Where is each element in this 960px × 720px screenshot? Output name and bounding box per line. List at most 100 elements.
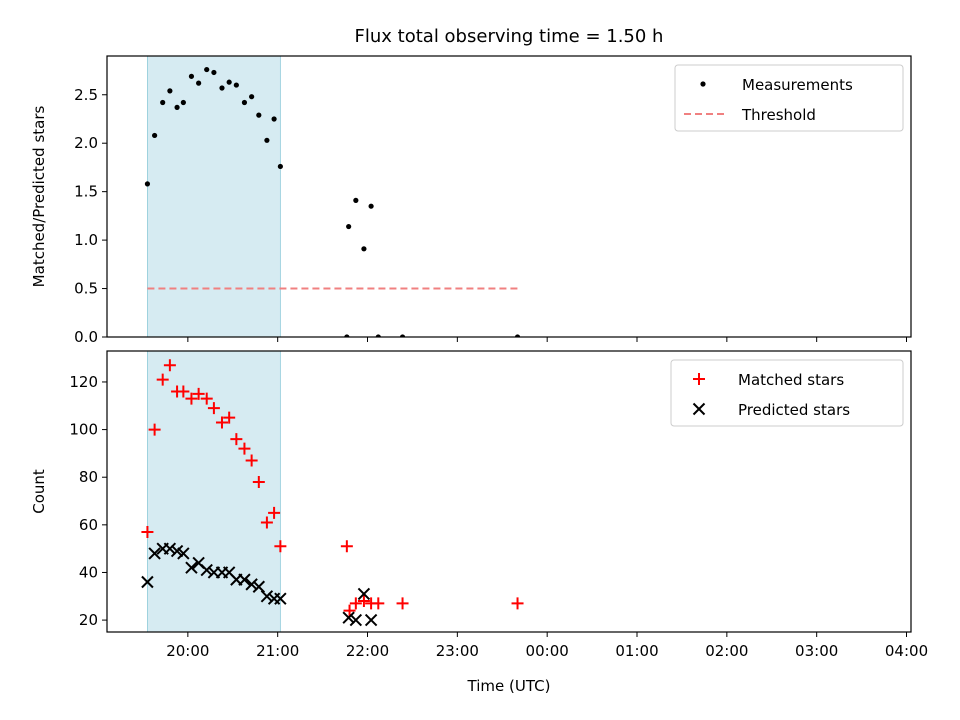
data-point — [357, 595, 370, 608]
data-point — [174, 104, 180, 110]
data-point — [148, 547, 161, 560]
x-tick-label: 22:00 — [346, 642, 389, 660]
y-tick-label: 2.5 — [74, 86, 98, 104]
data-point — [396, 597, 409, 610]
ratio-panel: 0.0 0.5 1.0 1.5 2.0 2.5 Matched/Predicted star… — [30, 55, 912, 346]
data-point — [226, 79, 232, 85]
y-tick-label: 0.5 — [74, 280, 98, 298]
data-point — [256, 112, 262, 118]
data-point — [144, 181, 151, 187]
data-point — [211, 69, 217, 76]
data-point — [277, 163, 283, 170]
plot-area — [144, 56, 521, 337]
series-measurements — [144, 66, 521, 337]
data-point — [188, 73, 195, 79]
data-point — [344, 334, 350, 337]
data-point — [361, 246, 367, 252]
data-point — [204, 66, 210, 73]
y-tick-label: 80 — [79, 468, 98, 486]
y-axis-label: Matched/Predicted stars — [30, 106, 48, 288]
figure-title: Flux total observing time = 1.50 h — [355, 26, 664, 47]
count-panel: 20 40 60 80 100 120 20:00 21:00 22:00 23:00 00:00 0… — [30, 350, 928, 660]
legend: Measurements Threshold — [674, 64, 904, 132]
legend-label: Measurements — [742, 76, 853, 94]
legend-label: Matched stars — [738, 371, 844, 389]
axes-frame — [106, 55, 912, 338]
legend-marker-dot — [700, 81, 706, 87]
y-tick-label: 40 — [79, 563, 98, 581]
plot-area — [141, 351, 524, 632]
data-point — [207, 402, 220, 415]
data-point — [274, 592, 287, 605]
legend-marker-x — [692, 402, 706, 416]
data-point — [342, 611, 355, 624]
x-axis-label: Time (UTC) — [467, 677, 551, 695]
data-point — [260, 590, 274, 603]
data-point — [233, 82, 239, 88]
x-tick-label: 04:00 — [885, 642, 928, 660]
x-tick-label: 00:00 — [526, 642, 569, 660]
y-tick-label: 1.0 — [74, 231, 98, 249]
data-point — [192, 387, 205, 400]
data-point — [274, 540, 287, 553]
data-point — [238, 573, 251, 586]
data-point — [245, 454, 258, 467]
data-point — [196, 80, 202, 86]
data-point — [249, 94, 255, 100]
data-point — [343, 604, 356, 617]
x-tick-label: 03:00 — [795, 642, 838, 660]
data-point — [514, 334, 521, 337]
data-point — [185, 392, 198, 405]
y-tick-label: 2.0 — [74, 134, 98, 152]
data-point — [264, 137, 270, 143]
data-point — [230, 433, 243, 446]
data-point — [163, 542, 177, 555]
data-point — [156, 373, 169, 386]
y-tick-label: 60 — [79, 516, 98, 534]
data-point — [167, 88, 173, 94]
data-point — [141, 575, 154, 589]
data-point — [163, 359, 176, 372]
data-point — [200, 563, 213, 577]
data-point — [241, 99, 248, 106]
data-point — [219, 85, 225, 91]
data-point — [200, 392, 213, 405]
data-point — [152, 132, 158, 139]
data-point — [223, 411, 236, 424]
data-point — [252, 475, 265, 488]
series-predicted-stars — [141, 542, 378, 627]
data-point — [372, 597, 385, 610]
x-tick-label: 20:00 — [166, 642, 209, 660]
x-tick-label: 02:00 — [705, 642, 748, 660]
data-point — [215, 416, 228, 429]
data-point — [148, 423, 161, 436]
observing-window-shade — [147, 351, 281, 632]
legend-label: Predicted stars — [738, 401, 850, 419]
data-point — [260, 516, 273, 529]
data-point — [357, 587, 371, 601]
data-point — [368, 203, 374, 209]
data-point — [141, 525, 154, 538]
data-point — [177, 547, 190, 560]
data-point — [353, 197, 359, 203]
data-point — [271, 116, 277, 122]
data-point — [177, 385, 190, 398]
data-point — [349, 613, 363, 627]
data-point — [252, 580, 266, 593]
series-matched-stars — [141, 359, 524, 617]
y-axis-label: Count — [30, 469, 48, 514]
data-point — [399, 334, 406, 337]
legend-frame — [674, 64, 904, 132]
data-point — [180, 99, 186, 106]
x-tick-label: 23:00 — [436, 642, 479, 660]
data-point — [238, 442, 251, 455]
y-tick-label: 120 — [69, 373, 98, 391]
x-tick-label: 01:00 — [615, 642, 658, 660]
y-tick-label: 0.0 — [74, 328, 98, 346]
axes-frame — [106, 350, 912, 633]
data-point — [364, 613, 378, 627]
data-point — [349, 597, 362, 610]
legend-marker-plus — [693, 373, 705, 385]
observing-window-shade — [147, 56, 281, 337]
